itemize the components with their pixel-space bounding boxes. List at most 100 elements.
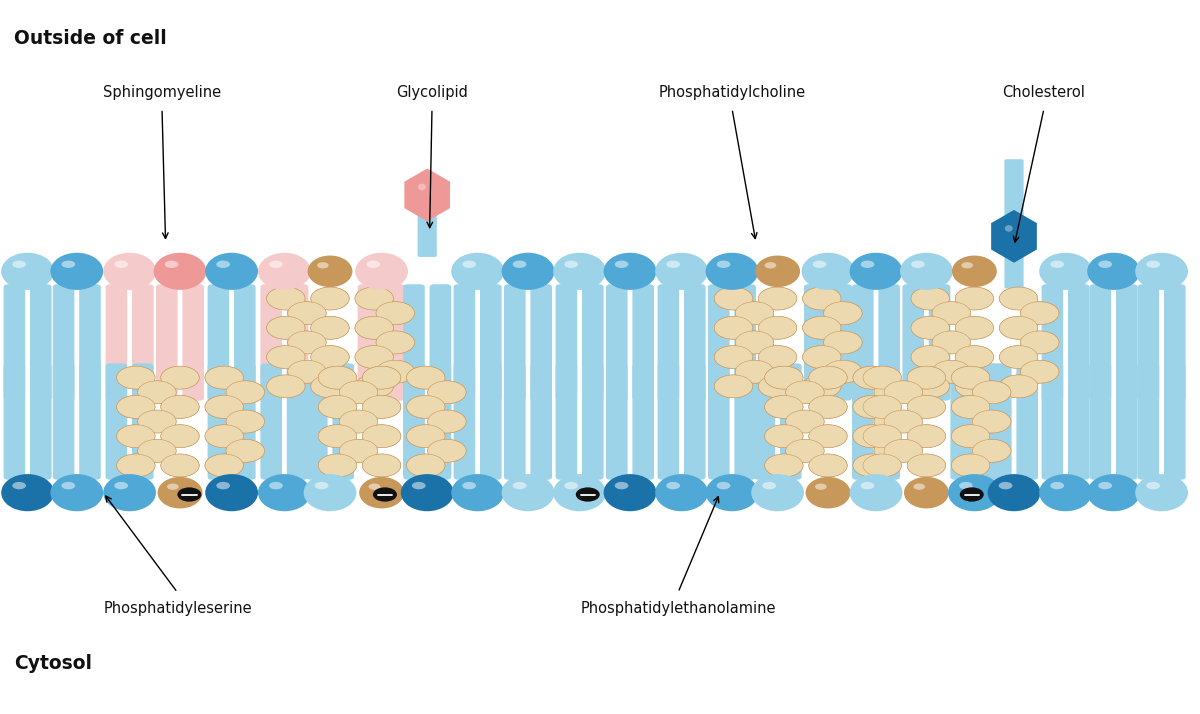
Circle shape xyxy=(758,346,797,368)
Circle shape xyxy=(138,381,176,403)
FancyBboxPatch shape xyxy=(1116,363,1138,480)
Text: Sphingomyeline: Sphingomyeline xyxy=(103,85,221,101)
Circle shape xyxy=(863,366,901,389)
Circle shape xyxy=(932,361,971,383)
Circle shape xyxy=(318,454,356,477)
Ellipse shape xyxy=(1004,225,1013,232)
Ellipse shape xyxy=(1050,482,1064,489)
Circle shape xyxy=(205,366,244,389)
Ellipse shape xyxy=(205,253,258,290)
FancyBboxPatch shape xyxy=(556,363,577,480)
Circle shape xyxy=(853,366,892,389)
Circle shape xyxy=(932,331,971,354)
Circle shape xyxy=(311,287,349,310)
Circle shape xyxy=(407,396,445,418)
FancyBboxPatch shape xyxy=(950,363,972,480)
Circle shape xyxy=(407,425,445,448)
Circle shape xyxy=(714,346,752,368)
Circle shape xyxy=(1020,302,1058,325)
Circle shape xyxy=(907,366,946,389)
FancyBboxPatch shape xyxy=(306,363,328,480)
Circle shape xyxy=(911,346,949,368)
Circle shape xyxy=(116,425,155,448)
Circle shape xyxy=(362,396,401,418)
Circle shape xyxy=(340,410,378,433)
FancyBboxPatch shape xyxy=(556,284,577,401)
FancyBboxPatch shape xyxy=(1138,284,1159,401)
Circle shape xyxy=(786,410,824,433)
Circle shape xyxy=(907,396,946,418)
Ellipse shape xyxy=(359,477,404,508)
FancyBboxPatch shape xyxy=(852,284,874,401)
Circle shape xyxy=(803,316,841,339)
Circle shape xyxy=(786,439,824,462)
Circle shape xyxy=(318,425,356,448)
Circle shape xyxy=(911,316,949,339)
Circle shape xyxy=(355,287,394,310)
Ellipse shape xyxy=(1098,261,1112,268)
FancyBboxPatch shape xyxy=(260,284,282,401)
Circle shape xyxy=(932,302,971,325)
Circle shape xyxy=(911,316,949,339)
Circle shape xyxy=(911,346,949,368)
Circle shape xyxy=(161,425,199,448)
Ellipse shape xyxy=(860,261,875,268)
FancyBboxPatch shape xyxy=(734,284,756,401)
Circle shape xyxy=(376,302,414,325)
FancyBboxPatch shape xyxy=(132,284,154,401)
Circle shape xyxy=(884,410,923,433)
Circle shape xyxy=(714,375,752,398)
Circle shape xyxy=(116,454,155,477)
Circle shape xyxy=(266,287,305,310)
Circle shape xyxy=(407,396,445,418)
Ellipse shape xyxy=(462,482,476,489)
Circle shape xyxy=(311,375,349,398)
Circle shape xyxy=(205,425,244,448)
Circle shape xyxy=(803,287,841,310)
FancyBboxPatch shape xyxy=(708,363,730,480)
Ellipse shape xyxy=(900,253,953,290)
Ellipse shape xyxy=(304,474,356,511)
Ellipse shape xyxy=(998,482,1013,489)
Ellipse shape xyxy=(451,253,504,290)
Circle shape xyxy=(362,366,401,389)
Circle shape xyxy=(907,425,946,448)
Ellipse shape xyxy=(751,474,804,511)
Circle shape xyxy=(362,425,401,448)
Circle shape xyxy=(1020,361,1058,383)
FancyBboxPatch shape xyxy=(358,284,379,401)
Ellipse shape xyxy=(1146,261,1160,268)
Circle shape xyxy=(911,287,949,310)
Circle shape xyxy=(952,396,990,418)
FancyBboxPatch shape xyxy=(1042,363,1063,480)
Circle shape xyxy=(955,316,994,339)
Circle shape xyxy=(311,375,349,398)
Ellipse shape xyxy=(604,474,656,511)
Ellipse shape xyxy=(154,253,206,290)
Ellipse shape xyxy=(961,262,973,268)
Circle shape xyxy=(116,366,155,389)
Circle shape xyxy=(853,454,892,477)
Circle shape xyxy=(853,425,892,448)
Circle shape xyxy=(911,375,949,398)
Circle shape xyxy=(373,488,397,502)
Circle shape xyxy=(266,346,305,368)
Circle shape xyxy=(758,316,797,339)
Circle shape xyxy=(952,425,990,448)
Polygon shape xyxy=(991,210,1037,263)
Circle shape xyxy=(714,316,752,339)
Ellipse shape xyxy=(1,253,54,290)
FancyBboxPatch shape xyxy=(582,363,604,480)
Circle shape xyxy=(764,454,803,477)
Circle shape xyxy=(226,410,264,433)
Ellipse shape xyxy=(604,253,656,290)
Circle shape xyxy=(874,381,912,403)
Ellipse shape xyxy=(904,477,949,508)
FancyBboxPatch shape xyxy=(1138,363,1159,480)
Circle shape xyxy=(764,366,803,389)
FancyBboxPatch shape xyxy=(780,363,802,480)
Ellipse shape xyxy=(512,261,527,268)
Circle shape xyxy=(288,302,326,325)
Ellipse shape xyxy=(614,261,629,268)
Ellipse shape xyxy=(167,483,179,490)
